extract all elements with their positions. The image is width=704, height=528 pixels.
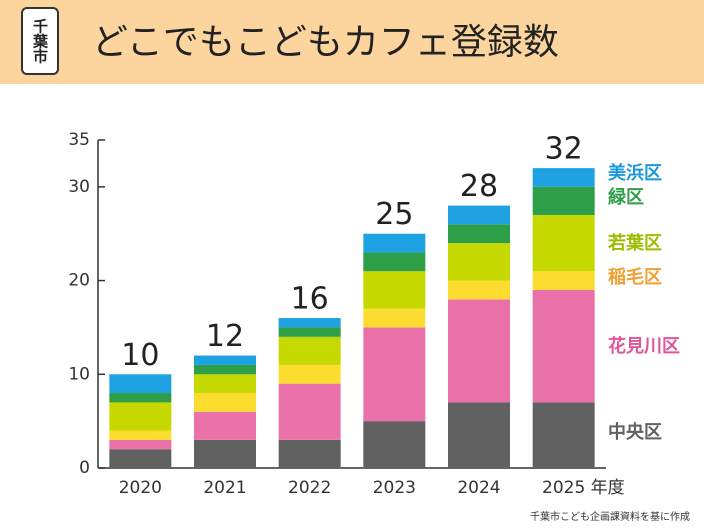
- y-tick-label: 30: [68, 177, 90, 197]
- bar-segment: [278, 318, 341, 328]
- total-label: 25: [375, 197, 413, 232]
- bar-segment: [363, 233, 426, 253]
- total-label: 10: [121, 338, 159, 373]
- bar-segment: [363, 271, 426, 309]
- bar-segment: [448, 299, 510, 403]
- title: どこでもこどもカフェ登録数: [92, 22, 559, 63]
- legend-label: 美浜区: [608, 162, 662, 184]
- bar-segment: [532, 186, 595, 215]
- bar-segment: [363, 308, 426, 328]
- bar-segment: [194, 364, 256, 375]
- bar-segment: [109, 374, 172, 394]
- bar-segment: [109, 402, 172, 431]
- y-tick-label: 35: [68, 130, 90, 150]
- bar-segment: [532, 168, 595, 187]
- legend-label: 花見川区: [608, 335, 680, 357]
- bar-segment: [278, 439, 341, 468]
- total-label: 16: [291, 282, 329, 317]
- bar-segment: [109, 393, 172, 403]
- x-tick-label: 2023: [373, 478, 416, 498]
- badge: 千葉市: [31, 19, 49, 65]
- bar-segment: [278, 383, 341, 440]
- x-tick-label: 2020: [119, 478, 162, 498]
- bar-segment: [363, 421, 426, 468]
- total-label: 32: [545, 132, 583, 167]
- bar-segment: [194, 374, 256, 394]
- badge-box: [21, 7, 59, 75]
- bar-segment: [194, 411, 256, 440]
- y-tick-label: 20: [68, 271, 90, 291]
- bar-segment: [448, 402, 510, 468]
- bar-segment: [109, 439, 172, 450]
- x-unit: 年度: [591, 478, 625, 498]
- bar-segment: [448, 205, 510, 225]
- source: 千葉市こども企画課資料を基に作成: [530, 510, 690, 523]
- x-tick-label: 2021: [203, 478, 246, 498]
- bar-segment: [448, 243, 510, 281]
- bar-segment: [363, 327, 426, 422]
- bar-segment: [448, 280, 510, 300]
- x-tick-label: 2025: [542, 478, 585, 498]
- y-tick-label: 0: [79, 458, 90, 478]
- bar-segment: [363, 252, 426, 272]
- bar-segment: [194, 439, 256, 468]
- total-label: 28: [460, 169, 498, 204]
- bar-segment: [448, 224, 510, 244]
- bar-segment: [532, 214, 595, 272]
- bar-segment: [532, 289, 595, 403]
- y-tick-label: 10: [68, 364, 90, 384]
- legend-label: 中央区: [608, 421, 662, 443]
- legend-label: 若葉区: [607, 232, 662, 254]
- x-tick-label: 2022: [288, 478, 331, 498]
- bar-segment: [532, 271, 595, 290]
- bar-segment: [278, 364, 341, 384]
- bar-segment: [532, 402, 595, 468]
- bar-segment: [109, 449, 172, 468]
- legend-label: 稲毛区: [608, 266, 662, 288]
- total-label: 12: [206, 319, 244, 354]
- bar-segment: [109, 430, 172, 440]
- bar-segment: [278, 336, 341, 365]
- legend-label: 緑区: [608, 186, 644, 208]
- bar-segment: [194, 393, 256, 412]
- x-tick-label: 2024: [457, 478, 500, 498]
- bar-segment: [194, 355, 256, 365]
- bar-segment: [278, 327, 341, 337]
- header-bg: [0, 0, 704, 84]
